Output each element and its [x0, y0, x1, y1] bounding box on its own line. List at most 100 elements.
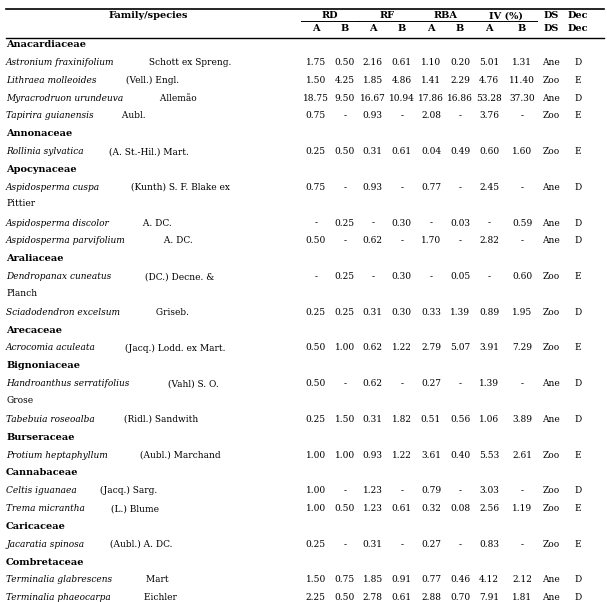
- Text: 53.28: 53.28: [476, 93, 502, 102]
- Text: 2.78: 2.78: [363, 594, 382, 602]
- Text: (Vell.) Engl.: (Vell.) Engl.: [123, 76, 179, 85]
- Text: 0.60: 0.60: [479, 147, 500, 156]
- Text: 1.23: 1.23: [363, 486, 382, 495]
- Text: Schott ex Spreng.: Schott ex Spreng.: [146, 58, 231, 67]
- Text: Combretaceae: Combretaceae: [6, 557, 84, 566]
- Text: 11.40: 11.40: [509, 76, 535, 85]
- Text: D: D: [574, 183, 582, 192]
- Text: Dendropanax cuneatus: Dendropanax cuneatus: [6, 272, 111, 281]
- Text: 3.91: 3.91: [480, 343, 499, 352]
- Text: 1.31: 1.31: [512, 58, 532, 67]
- Text: A: A: [369, 25, 376, 34]
- Text: Acrocomia aculeata: Acrocomia aculeata: [6, 343, 96, 352]
- Text: -: -: [371, 272, 374, 281]
- Text: 9.50: 9.50: [334, 93, 355, 102]
- Text: D: D: [574, 58, 582, 67]
- Text: Celtis iguanaea: Celtis iguanaea: [6, 486, 77, 495]
- Text: 2.16: 2.16: [363, 58, 382, 67]
- Text: Aspidosperma discolor: Aspidosperma discolor: [6, 219, 110, 228]
- Text: 2.45: 2.45: [479, 183, 500, 192]
- Text: -: -: [344, 111, 346, 120]
- Text: 7.91: 7.91: [479, 594, 500, 602]
- Text: 1.22: 1.22: [392, 450, 412, 459]
- Text: 0.31: 0.31: [363, 415, 382, 424]
- Text: RBA: RBA: [433, 11, 458, 20]
- Text: 4.25: 4.25: [334, 76, 355, 85]
- Text: 0.50: 0.50: [334, 594, 355, 602]
- Text: Zoo: Zoo: [543, 343, 560, 352]
- Text: -: -: [521, 486, 523, 495]
- Text: 1.50: 1.50: [305, 576, 326, 585]
- Text: 0.56: 0.56: [450, 415, 470, 424]
- Text: D: D: [574, 308, 582, 317]
- Text: Lithraea molleoides: Lithraea molleoides: [6, 76, 97, 85]
- Text: A. DC.: A. DC.: [161, 237, 192, 246]
- Text: 0.50: 0.50: [305, 237, 326, 246]
- Text: 16.86: 16.86: [447, 93, 473, 102]
- Text: -: -: [459, 486, 461, 495]
- Text: Jacaratia spinosa: Jacaratia spinosa: [6, 540, 84, 549]
- Text: -: -: [488, 219, 490, 228]
- Text: 1.06: 1.06: [479, 415, 500, 424]
- Text: 2.56: 2.56: [479, 504, 500, 513]
- Text: 2.79: 2.79: [421, 343, 441, 352]
- Text: 1.00: 1.00: [305, 504, 326, 513]
- Text: 0.70: 0.70: [450, 594, 470, 602]
- Text: Dec: Dec: [568, 25, 588, 34]
- Text: 1.39: 1.39: [480, 379, 499, 388]
- Text: E: E: [575, 147, 581, 156]
- Text: 0.50: 0.50: [305, 379, 326, 388]
- Text: (Aubl.) Marchand: (Aubl.) Marchand: [137, 450, 221, 459]
- Text: 0.93: 0.93: [363, 183, 382, 192]
- Text: 3.61: 3.61: [421, 450, 441, 459]
- Text: 0.93: 0.93: [363, 111, 382, 120]
- Text: Ane: Ane: [542, 237, 560, 246]
- Text: 0.25: 0.25: [305, 415, 326, 424]
- Text: 1.50: 1.50: [334, 415, 355, 424]
- Text: 0.75: 0.75: [334, 576, 355, 585]
- Text: 0.62: 0.62: [363, 237, 382, 246]
- Text: (Jacq.) Sarg.: (Jacq.) Sarg.: [97, 486, 158, 495]
- Text: -: -: [459, 183, 461, 192]
- Text: 5.01: 5.01: [479, 58, 500, 67]
- Text: DS: DS: [543, 11, 559, 20]
- Text: Protium heptaphyllum: Protium heptaphyllum: [6, 450, 108, 459]
- Text: 0.61: 0.61: [392, 594, 412, 602]
- Text: Terminalia glabrescens: Terminalia glabrescens: [6, 576, 112, 585]
- Text: A: A: [486, 25, 493, 34]
- Text: 18.75: 18.75: [303, 93, 328, 102]
- Text: -: -: [521, 183, 523, 192]
- Text: -: -: [488, 272, 490, 281]
- Text: -: -: [401, 111, 403, 120]
- Text: 1.39: 1.39: [450, 308, 470, 317]
- Text: E: E: [575, 76, 581, 85]
- Text: 7.29: 7.29: [512, 343, 532, 352]
- Text: -: -: [459, 379, 461, 388]
- Text: 0.05: 0.05: [450, 272, 470, 281]
- Text: Family/species: Family/species: [109, 11, 188, 20]
- Text: D: D: [574, 379, 582, 388]
- Text: 1.75: 1.75: [305, 58, 326, 67]
- Text: Terminalia phaeocarpa: Terminalia phaeocarpa: [6, 594, 111, 602]
- Text: 0.60: 0.60: [512, 272, 532, 281]
- Text: (L.) Blume: (L.) Blume: [108, 504, 159, 513]
- Text: RD: RD: [322, 11, 339, 20]
- Text: -: -: [401, 486, 403, 495]
- Text: 0.77: 0.77: [421, 183, 441, 192]
- Text: Handroanthus serratifolius: Handroanthus serratifolius: [6, 379, 129, 388]
- Text: -: -: [521, 379, 523, 388]
- Text: 0.33: 0.33: [421, 308, 441, 317]
- Text: 3.03: 3.03: [480, 486, 499, 495]
- Text: -: -: [459, 111, 461, 120]
- Text: 1.23: 1.23: [363, 504, 382, 513]
- Text: 0.30: 0.30: [392, 272, 412, 281]
- Text: D: D: [574, 219, 582, 228]
- Text: 1.19: 1.19: [512, 504, 532, 513]
- Text: Zoo: Zoo: [543, 486, 560, 495]
- Text: -: -: [344, 486, 346, 495]
- Text: Zoo: Zoo: [543, 450, 560, 459]
- Text: B: B: [341, 25, 349, 34]
- Text: (Kunth) S. F. Blake ex: (Kunth) S. F. Blake ex: [127, 183, 229, 192]
- Text: (Jacq.) Lodd. ex Mart.: (Jacq.) Lodd. ex Mart.: [122, 343, 226, 353]
- Text: -: -: [371, 219, 374, 228]
